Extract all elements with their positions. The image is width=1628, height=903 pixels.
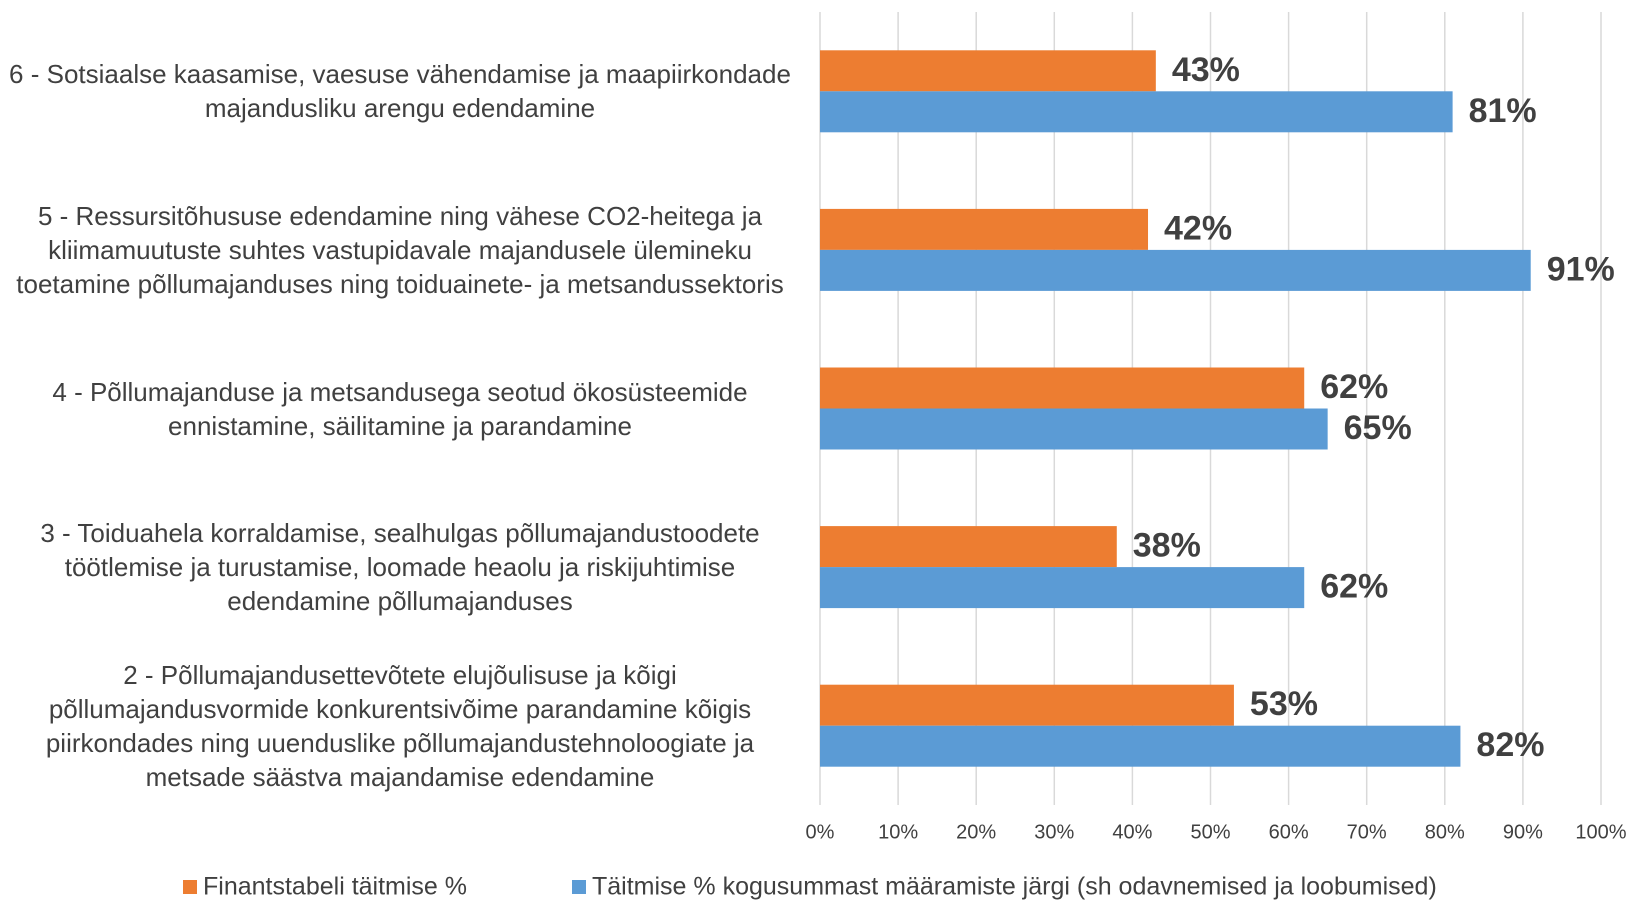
bar (820, 91, 1453, 133)
bar (820, 367, 1305, 409)
x-tick-label: 100% (1575, 821, 1626, 843)
category-label: 2 - Põllumajandusettevõtete elujõulisuse… (45, 659, 755, 792)
x-tick-label: 80% (1425, 821, 1465, 843)
x-tick-label: 20% (956, 821, 996, 843)
bar (820, 408, 1328, 450)
x-tick-label: 30% (1034, 821, 1074, 843)
category-label: 5 - Ressursitõhususe edendamine ning väh… (16, 200, 784, 299)
bar (820, 526, 1117, 568)
category-label: 6 - Sotsiaalse kaasamise, vaesuse vähend… (9, 59, 791, 124)
x-tick-label: 60% (1269, 821, 1309, 843)
value-label: 43% (1172, 51, 1240, 89)
value-label: 82% (1476, 726, 1544, 764)
value-label: 91% (1547, 250, 1615, 288)
legend-swatch (183, 880, 197, 894)
bar (820, 684, 1234, 726)
bar (820, 249, 1531, 291)
value-label: 42% (1164, 209, 1232, 247)
x-tick-label: 10% (878, 821, 918, 843)
bar (820, 725, 1461, 767)
category-label: 4 - Põllumajanduse ja metsandusega seotu… (52, 376, 748, 441)
legend-label: Finantstabeli täitmise % (203, 873, 467, 901)
x-tick-label: 90% (1503, 821, 1543, 843)
bar (820, 50, 1156, 92)
legend-swatch (572, 880, 586, 894)
x-tick-label: 0% (806, 821, 835, 843)
x-tick-label: 40% (1112, 821, 1152, 843)
x-tick-label: 70% (1347, 821, 1387, 843)
x-tick-label: 50% (1190, 821, 1230, 843)
legend-label: Täitmise % kogusummast määramiste järgi … (592, 873, 1437, 901)
value-label: 65% (1344, 409, 1412, 447)
category-label: 3 - Toiduahela korraldamise, sealhulgas … (40, 518, 760, 617)
value-label: 62% (1320, 368, 1388, 406)
bar (820, 567, 1305, 609)
value-label: 62% (1320, 568, 1388, 606)
value-label: 38% (1133, 527, 1201, 565)
bar (820, 208, 1149, 250)
value-label: 81% (1469, 92, 1537, 130)
value-label: 53% (1250, 685, 1318, 723)
